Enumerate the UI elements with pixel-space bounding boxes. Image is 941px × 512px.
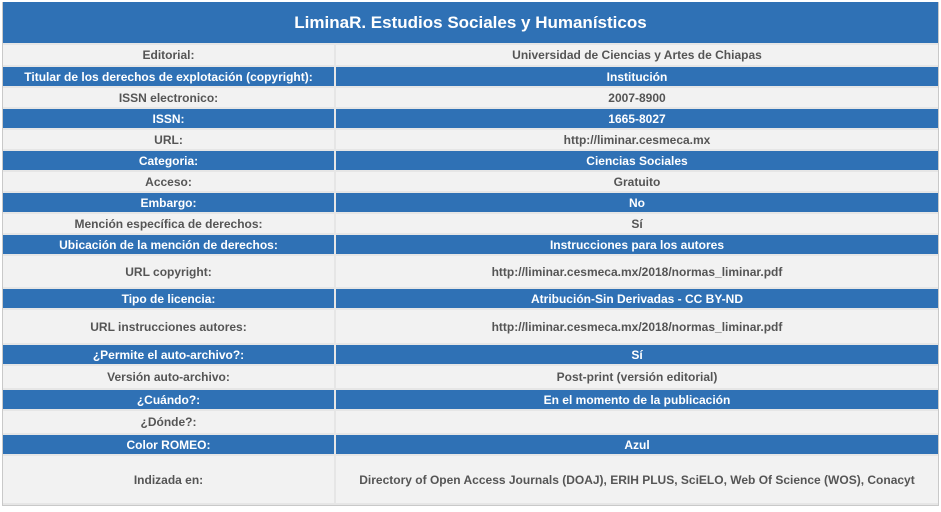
- row-license-type: Tipo de licencia: Atribución-Sin Derivad…: [3, 288, 938, 310]
- row-self-archiving: ¿Permite el auto-archivo?: Sí: [3, 344, 938, 366]
- row-url-author-instructions: URL instrucciones autores: http://limina…: [3, 309, 938, 345]
- row-value: http://liminar.cesmeca.mx/2018/normas_li…: [335, 255, 938, 289]
- row-value: Gratuito: [335, 171, 938, 193]
- row-value: No: [335, 192, 938, 214]
- row-value: Sí: [335, 344, 938, 366]
- row-value: Post-print (versión editorial): [335, 365, 938, 390]
- row-label: Editorial:: [3, 45, 336, 67]
- row-label: ¿Permite el auto-archivo?:: [3, 344, 336, 366]
- row-label: Ubicación de la mención de derechos:: [3, 234, 336, 256]
- row-value: En el momento de la publicación: [335, 389, 938, 411]
- row-label: Tipo de licencia:: [3, 288, 336, 310]
- row-value: [335, 410, 938, 435]
- journal-details: Editorial: Universidad de Ciencias y Art…: [3, 45, 938, 505]
- row-category: Categoria: Ciencias Sociales: [3, 150, 938, 172]
- row-embargo: Embargo: No: [3, 192, 938, 214]
- row-url-copyright: URL copyright: http://liminar.cesmeca.mx…: [3, 255, 938, 289]
- row-value: Sí: [335, 213, 938, 235]
- row-label: Versión auto-archivo:: [3, 365, 336, 390]
- row-value: Universidad de Ciencias y Artes de Chiap…: [335, 45, 938, 67]
- row-value: 2007-8900: [335, 87, 938, 109]
- row-rights-location: Ubicación de la mención de derechos: Ins…: [3, 234, 938, 256]
- row-label: Acceso:: [3, 171, 336, 193]
- row-value: http://liminar.cesmeca.mx/2018/normas_li…: [335, 309, 938, 345]
- row-value: Azul: [335, 434, 938, 456]
- row-issn: ISSN: 1665-8027: [3, 108, 938, 130]
- row-editorial: Editorial: Universidad de Ciencias y Art…: [3, 45, 938, 67]
- row-label: URL instrucciones autores:: [3, 309, 336, 345]
- row-label: URL copyright:: [3, 255, 336, 289]
- row-value: Atribución-Sin Derivadas - CC BY-ND: [335, 288, 938, 310]
- row-access: Acceso: Gratuito: [3, 171, 938, 193]
- row-value: Directory of Open Access Journals (DOAJ)…: [335, 455, 938, 505]
- row-copyright-holder: Titular de los derechos de explotación (…: [3, 66, 938, 88]
- row-romeo-color: Color ROMEO: Azul: [3, 434, 938, 456]
- row-value: Ciencias Sociales: [335, 150, 938, 172]
- row-value: http://liminar.cesmeca.mx: [335, 129, 938, 151]
- row-label: Categoria:: [3, 150, 336, 172]
- row-value: Instrucciones para los autores: [335, 234, 938, 256]
- row-rights-mention: Mención específica de derechos: Sí: [3, 213, 938, 235]
- row-label: ISSN electronico:: [3, 87, 336, 109]
- row-label: URL:: [3, 129, 336, 151]
- row-label: Embargo:: [3, 192, 336, 214]
- row-label: ISSN:: [3, 108, 336, 130]
- row-label: Mención específica de derechos:: [3, 213, 336, 235]
- row-self-archiving-version: Versión auto-archivo: Post-print (versió…: [3, 365, 938, 390]
- row-indexed-in: Indizada en: Directory of Open Access Jo…: [3, 455, 938, 505]
- row-label: Color ROMEO:: [3, 434, 336, 456]
- row-label: Indizada en:: [3, 455, 336, 505]
- row-issn-electronic: ISSN electronico: 2007-8900: [3, 87, 938, 109]
- row-label: ¿Cuándo?:: [3, 389, 336, 411]
- journal-title: LiminaR. Estudios Sociales y Humanístico…: [3, 2, 938, 45]
- row-value: 1665-8027: [335, 108, 938, 130]
- row-label: Titular de los derechos de explotación (…: [3, 66, 336, 88]
- row-value: Institución: [335, 66, 938, 88]
- row-when: ¿Cuándo?: En el momento de la publicació…: [3, 389, 938, 411]
- row-label: ¿Dónde?:: [3, 410, 336, 435]
- row-where: ¿Dónde?:: [3, 410, 938, 435]
- row-url: URL: http://liminar.cesmeca.mx: [3, 129, 938, 151]
